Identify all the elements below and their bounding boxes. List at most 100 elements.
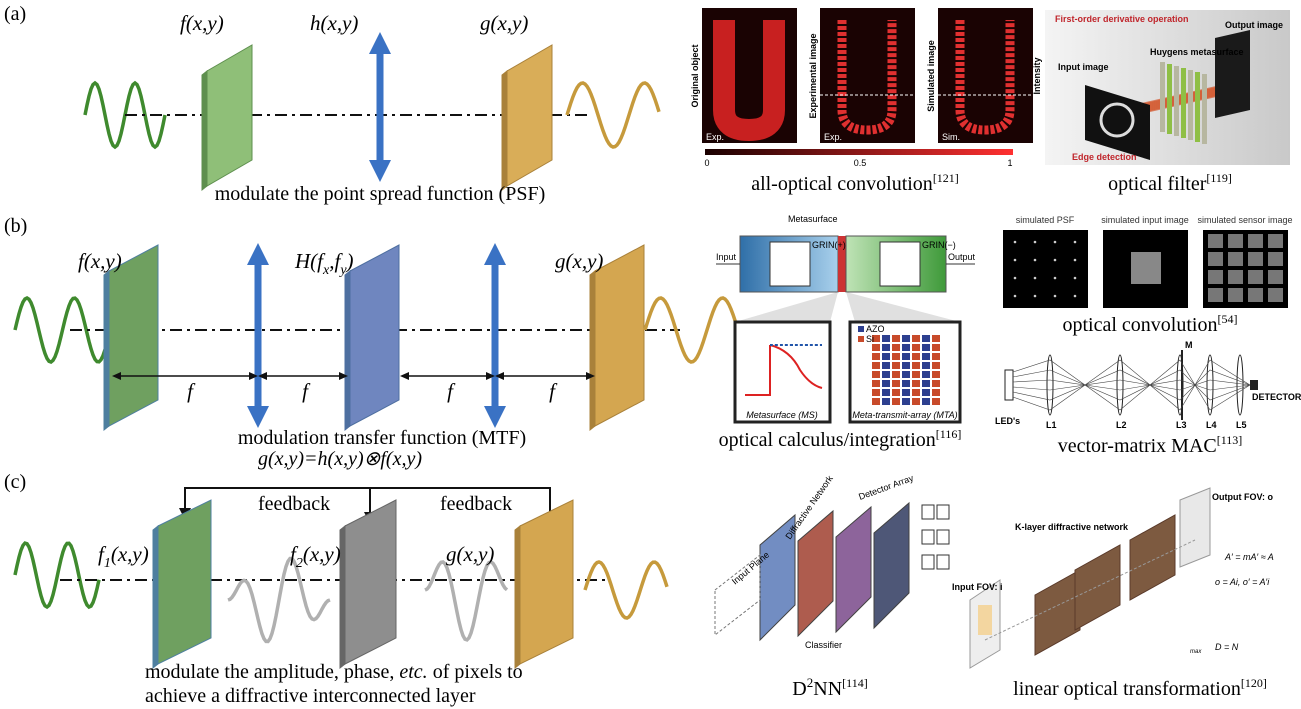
caption: D2NN[114] [792, 675, 867, 700]
image-label: simulated input image [1101, 215, 1189, 225]
detector [937, 530, 949, 544]
psf-dot [1014, 295, 1017, 298]
image-label: GRIN(+) [812, 240, 846, 250]
feedback-label: feedback [258, 493, 330, 515]
caption: modulate the amplitude, phase, etc. of p… [145, 661, 523, 683]
meta-column [1188, 70, 1193, 140]
image-label: A′ = mA′ ≈ A [1224, 552, 1274, 562]
plate [520, 500, 573, 664]
image-label: AZO [866, 324, 885, 334]
sensor-tile [1248, 252, 1263, 266]
image-label: K-layer diffractive network [1015, 522, 1129, 532]
panel-label: (c) [4, 471, 26, 493]
label-g: g(x,y) [480, 11, 528, 35]
detector [922, 530, 934, 544]
cube [932, 371, 940, 378]
image-label: simulated PSF [1016, 215, 1075, 225]
formula-part: max [1190, 649, 1202, 655]
psf-dot [1014, 259, 1017, 262]
caption-text: linear optical transformation [1013, 678, 1241, 700]
output-image [1215, 30, 1250, 118]
plate [207, 45, 252, 186]
diffractive-layer [798, 511, 833, 636]
cube [932, 389, 940, 396]
caption: optical convolution[54] [1063, 312, 1238, 336]
legend-azo [858, 326, 864, 332]
plate-edge [502, 71, 507, 190]
image-label: L2 [1116, 420, 1127, 430]
formula: g(x,y)=h(x,y)⊗f(x,y) [258, 448, 422, 470]
image-label: simulated sensor image [1197, 215, 1292, 225]
cube [892, 371, 900, 378]
sensor-tile [1268, 270, 1283, 284]
plate-edge [153, 526, 158, 668]
cube [892, 344, 900, 351]
image-label: Metasurface [788, 214, 838, 224]
image-label: M [1185, 340, 1193, 350]
caption-part: NN [813, 678, 842, 700]
image-label: Sim. [942, 132, 960, 142]
caption: all-optical convolution[121] [751, 171, 959, 195]
distance-label: f [549, 379, 558, 403]
wave [15, 543, 99, 607]
meta-column [1174, 66, 1179, 136]
cube [892, 362, 900, 369]
plate [158, 500, 211, 664]
label-f2-part: (x,y) [303, 542, 341, 566]
label-H-part: H(f [294, 249, 326, 273]
output-fov [1180, 488, 1210, 567]
psf-dot [1034, 277, 1037, 280]
sensor-tile [1248, 270, 1263, 284]
sensor-tile [1228, 288, 1243, 302]
plate-edge [104, 271, 109, 430]
image-label: Detector Array [857, 473, 915, 502]
cube [872, 380, 880, 387]
psf-dot [1034, 295, 1037, 298]
label-f2: f2(x,y) [290, 542, 341, 571]
psf-dot [1034, 259, 1037, 262]
meta-column [1181, 68, 1186, 138]
cube [912, 398, 920, 405]
zoom [846, 292, 960, 322]
cube [882, 398, 890, 405]
image-label: L1 [1046, 420, 1057, 430]
cube [892, 389, 900, 396]
cube [932, 362, 940, 369]
caption-part: of pixels to [428, 661, 523, 683]
feedback-label: feedback [440, 493, 512, 515]
cube [882, 362, 890, 369]
cube [922, 371, 930, 378]
psf-dot [1054, 277, 1057, 280]
label-h: h(x,y) [310, 11, 358, 35]
meta-column [1160, 62, 1165, 132]
meta-column [1195, 72, 1200, 142]
image-label: DETECTORS [1252, 392, 1301, 402]
cube [912, 362, 920, 369]
lens [1117, 355, 1123, 415]
psf-dot [1054, 295, 1057, 298]
cube [882, 371, 890, 378]
label-f2-part: 2 [296, 556, 303, 571]
cube [932, 380, 940, 387]
lens [1237, 355, 1243, 415]
image-tile [820, 8, 915, 143]
label-H: H(fx,fy) [294, 249, 354, 278]
cube [902, 380, 910, 387]
image-label: First-order derivative operation [1055, 14, 1189, 24]
label-f: f(x,y) [78, 249, 122, 273]
cube [902, 389, 910, 396]
input-tile [1131, 252, 1161, 284]
wave [15, 298, 109, 362]
formula-part: D = N [1215, 642, 1239, 652]
psf-dot [1074, 277, 1077, 280]
label-g: g(x,y) [555, 249, 603, 273]
image-label: Classifier [805, 640, 842, 650]
diffractive-layer [1035, 570, 1080, 655]
cube [902, 371, 910, 378]
inset [770, 242, 810, 286]
cube [912, 389, 920, 396]
label-g: g(x,y) [446, 542, 494, 566]
sensor-tile [1228, 234, 1243, 248]
image-label: L3 [1176, 420, 1187, 430]
plate-edge [515, 526, 520, 668]
